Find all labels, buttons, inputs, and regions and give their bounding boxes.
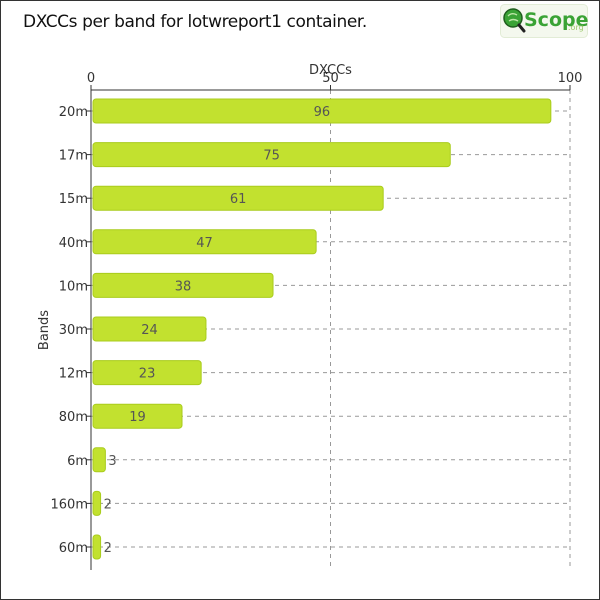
bar[interactable] <box>92 272 274 298</box>
bar-value-label: 47 <box>196 236 213 251</box>
logo-text: Scope <box>524 9 588 31</box>
y-tick-label: 6m <box>67 454 88 469</box>
chart-title: DXCCs per band for lotwreport1 container… <box>23 12 367 32</box>
x-tick-label: 50 <box>322 71 339 86</box>
bar[interactable] <box>92 185 384 211</box>
x-tick-label: 100 <box>558 71 583 86</box>
bar-value-label: 23 <box>139 367 156 382</box>
bar-value-label: 61 <box>230 192 247 207</box>
y-tick-label: 10m <box>59 279 88 294</box>
y-tick-label: 15m <box>59 192 88 207</box>
bar[interactable] <box>92 447 106 473</box>
y-axis-label: Bands <box>37 310 52 350</box>
bar-value-label: 2 <box>104 541 112 556</box>
x-tick-label: 0 <box>87 71 95 86</box>
bar-value-label: 3 <box>108 454 116 469</box>
y-tick-label: 12m <box>59 367 88 382</box>
bar-value-label: 75 <box>263 149 280 164</box>
qscope-logo[interactable]: Scope .org <box>500 4 589 38</box>
bar-value-label: 38 <box>175 279 192 294</box>
ticks: 0 50 100 20m 17m 15m 40m 10m 30m 12m 80m 6m 160m 60m <box>51 71 583 570</box>
bar[interactable] <box>92 229 317 255</box>
y-tick-label: 17m <box>59 149 88 164</box>
bar-value-label: 24 <box>141 323 158 338</box>
bar-value-label: 19 <box>129 410 146 425</box>
bar[interactable] <box>92 403 183 429</box>
y-tick-label: 60m <box>59 541 88 556</box>
y-tick-label: 80m <box>59 410 88 425</box>
bar[interactable] <box>92 490 102 516</box>
bar[interactable] <box>92 360 202 386</box>
y-tick-label: 40m <box>59 236 88 251</box>
bar-value-label: 96 <box>314 105 331 120</box>
y-tick-label: 30m <box>59 323 88 338</box>
bar-value-label: 2 <box>104 497 112 512</box>
bar[interactable] <box>92 534 102 560</box>
y-tick-label: 20m <box>59 105 88 120</box>
bar[interactable] <box>92 98 552 124</box>
x-axis-label: DXCCs <box>309 63 352 78</box>
y-tick-label: 160m <box>51 497 88 512</box>
grid-lines <box>91 90 571 570</box>
bar[interactable] <box>92 316 207 342</box>
bars: 96 75 61 47 38 24 23 19 3 2 2 <box>92 98 552 560</box>
bar[interactable] <box>92 142 451 168</box>
logo-suffix: .org <box>568 23 584 32</box>
